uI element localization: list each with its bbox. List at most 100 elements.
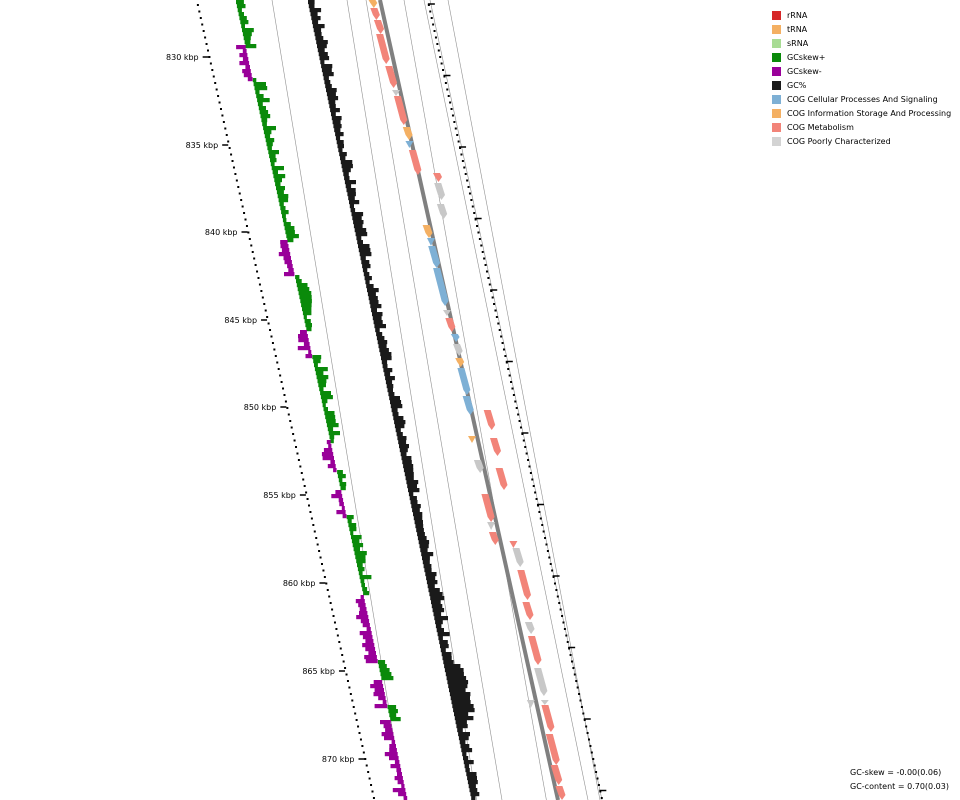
gc-skew-positive-bar — [359, 575, 372, 580]
minor-tick — [211, 69, 214, 71]
gc-skew-positive-bar — [270, 162, 275, 167]
gc-content-bar — [422, 556, 430, 561]
legend-item: GCskew+ — [772, 50, 951, 64]
gc-content-bar — [427, 584, 435, 589]
gc-content-bar — [378, 344, 387, 349]
minor-tick — [273, 348, 276, 351]
gc-content-bar — [454, 716, 474, 721]
gc-skew-positive-bar — [281, 210, 289, 215]
gc-skew-negative-bar — [396, 768, 402, 773]
gene-feature — [473, 460, 484, 473]
minor-tick — [433, 30, 436, 32]
gc-content-bar — [444, 668, 464, 673]
legend-label: COG Metabolism — [787, 122, 854, 132]
gc-content-bar — [308, 0, 315, 5]
gc-skew-positive-bar — [388, 709, 398, 714]
gc-content-bar — [381, 356, 392, 361]
gene-feature — [555, 786, 566, 800]
minor-tick — [331, 608, 334, 611]
minor-tick — [322, 569, 325, 572]
minor-tick — [476, 225, 479, 227]
minor-tick — [568, 647, 571, 650]
gene-feature — [495, 468, 508, 490]
minor-tick — [466, 179, 469, 182]
gc-content-bar — [451, 700, 471, 705]
gc-content-bar — [409, 496, 417, 501]
gc-skew-positive-bar — [357, 563, 363, 568]
gc-skew-positive-bar — [302, 311, 312, 316]
minor-tick — [227, 140, 230, 143]
gc-skew-negative-bar — [382, 700, 387, 705]
minor-tick — [250, 244, 253, 247]
gc-content-bar — [326, 88, 337, 93]
minor-tick — [196, 4, 199, 6]
gc-skew-negative-bar — [359, 631, 372, 636]
gc-skew-positive-bar — [349, 527, 357, 532]
minor-tick — [490, 290, 493, 292]
gc-skew-positive-bar — [323, 407, 328, 412]
minor-tick — [522, 439, 525, 442]
gene-feature — [455, 358, 465, 367]
legend-item: COG Metabolism — [772, 120, 951, 134]
gc-content-bar — [331, 112, 336, 117]
gc-content-bar — [410, 500, 418, 505]
gc-skew-positive-bar — [381, 676, 394, 681]
gc-skew-negative-bar — [284, 272, 295, 277]
gc-skew-negative-bar — [297, 346, 311, 351]
gc-skew-positive-bar — [354, 551, 367, 556]
gc-content-bar — [443, 660, 454, 665]
gc-content-bar — [357, 240, 363, 245]
gc-skew-negative-bar — [335, 490, 342, 495]
gc-skew-positive-bar — [287, 238, 294, 243]
legend-item: COG Information Storage And Processing — [772, 106, 951, 120]
gc-content-bar — [382, 364, 388, 369]
minor-tick — [237, 186, 240, 188]
gc-skew-negative-bar — [359, 611, 368, 616]
gc-skew-positive-bar — [390, 717, 401, 722]
minor-tick — [473, 212, 476, 214]
gc-skew-positive-bar — [314, 363, 318, 368]
gc-skew-positive-bar — [361, 583, 365, 588]
gc-content-bar — [309, 8, 322, 13]
minor-tick — [507, 368, 510, 370]
gc-skew-positive-bar — [358, 571, 363, 576]
gc-skew-negative-bar — [380, 720, 391, 725]
minor-tick — [367, 771, 370, 773]
gc-skew-positive-bar — [319, 387, 324, 392]
minor-tick — [269, 329, 272, 331]
gc-content-bar — [344, 176, 350, 181]
minor-tick — [218, 101, 221, 104]
minor-tick — [212, 75, 215, 78]
gc-skew-positive-bar — [378, 664, 387, 669]
gc-skew-positive-bar — [257, 102, 263, 107]
tick-label: 840 kbp — [205, 228, 238, 237]
minor-tick — [572, 667, 575, 669]
minor-tick — [541, 524, 544, 526]
gc-skew-positive-bar — [255, 90, 260, 95]
legend-swatch — [772, 108, 781, 118]
gc-content-bar — [385, 380, 393, 385]
gc-skew-positive-bar — [339, 482, 347, 487]
gene-feature — [370, 8, 380, 20]
gc-content-bar — [331, 116, 342, 121]
minor-tick — [306, 498, 309, 500]
minor-tick — [357, 725, 360, 728]
track-guide-line — [365, 0, 503, 800]
gc-content-bar — [471, 796, 476, 800]
gc-content-bar — [418, 540, 430, 545]
minor-tick — [338, 641, 341, 643]
gene-feature — [392, 90, 400, 96]
gc-content-bar — [348, 196, 355, 201]
gc-content-bar — [386, 384, 394, 389]
gene-feature — [457, 368, 471, 395]
gc-content-bar — [351, 212, 364, 217]
minor-tick — [335, 628, 338, 630]
gc-content-bar — [419, 544, 429, 549]
minor-tick — [358, 732, 361, 734]
gc-content-bar — [343, 172, 349, 177]
minor-tick — [559, 608, 562, 611]
gc-skew-positive-bar — [279, 202, 284, 207]
minor-tick — [286, 407, 289, 409]
gc-content-bar — [308, 4, 315, 9]
minor-tick — [222, 121, 225, 123]
